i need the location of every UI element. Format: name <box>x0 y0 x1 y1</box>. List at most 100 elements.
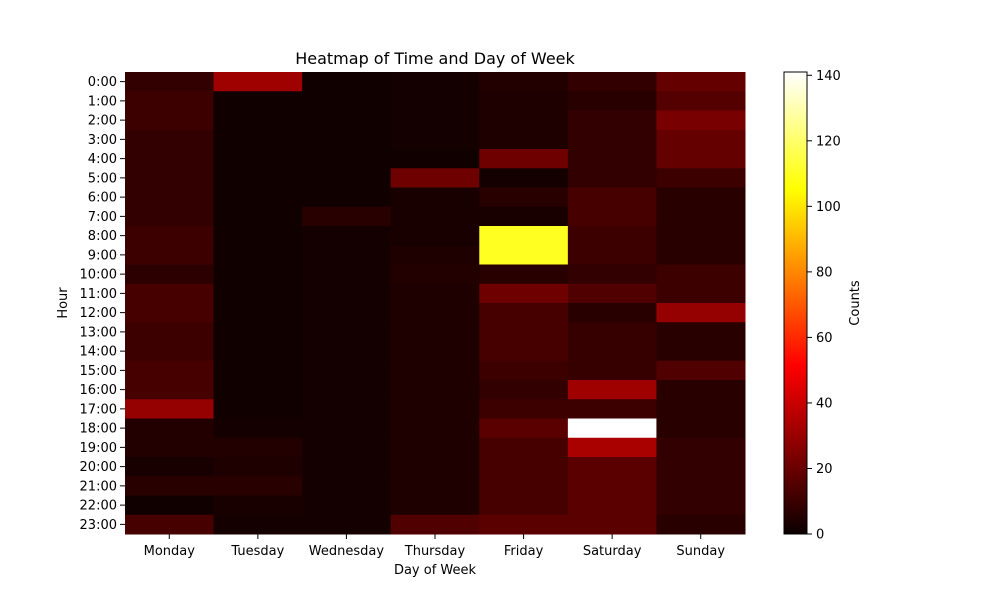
y-tick-label: 11:00 <box>80 287 117 302</box>
y-axis-ticks: 0:00 1:00 2:00 3:00 4:00 5:00 6:00 7:00 8:00 9:00… <box>80 75 125 533</box>
heatmap-cell <box>479 380 569 400</box>
y-tick-label: 9:00 <box>88 248 117 263</box>
heatmap-cell <box>656 168 746 188</box>
heatmap-cell <box>390 187 480 208</box>
heatmap-cell <box>302 514 392 535</box>
heatmap-cell <box>656 380 746 400</box>
heatmap-cell <box>125 380 215 400</box>
heatmap-cell <box>302 380 392 400</box>
heatmap-cell <box>567 476 657 496</box>
heatmap-cell <box>390 303 480 323</box>
heatmap-cell <box>390 149 480 169</box>
heatmap-cell <box>125 476 215 496</box>
heatmap-cell <box>567 72 657 92</box>
heatmap-cell <box>125 187 215 208</box>
heatmap-cell <box>125 303 215 323</box>
heatmap-cell <box>390 72 480 92</box>
colorbar <box>783 71 808 535</box>
heatmap-cell <box>656 437 746 458</box>
heatmap-cell <box>213 495 303 516</box>
heatmap-cell <box>302 399 392 419</box>
heatmap-cell <box>656 303 746 323</box>
heatmap-cell <box>390 245 480 265</box>
heatmap-cell <box>302 341 392 362</box>
heatmap-cell <box>390 129 480 150</box>
heatmap-cell <box>479 72 569 92</box>
heatmap-cell <box>213 399 303 419</box>
heatmap-cell <box>213 187 303 208</box>
heatmap-cell <box>213 149 303 169</box>
heatmap-cell <box>213 380 303 400</box>
y-tick-label: 6:00 <box>88 191 117 206</box>
heatmap-cell <box>302 72 392 92</box>
heatmap-cell <box>567 437 657 458</box>
heatmap-cell <box>302 91 392 111</box>
x-tick-label: Saturday <box>583 544 642 559</box>
heatmap-cell <box>213 72 303 92</box>
heatmap-cell <box>479 322 569 342</box>
x-tick-label: Monday <box>144 544 196 559</box>
heatmap-cell <box>567 245 657 265</box>
heatmap-cell <box>213 264 303 285</box>
heatmap-cell <box>390 437 480 458</box>
heatmap-cell <box>567 514 657 535</box>
y-tick-label: 4:00 <box>88 152 117 167</box>
heatmap-cell <box>302 457 392 477</box>
heatmap-cell <box>567 264 657 285</box>
heatmap-cell <box>479 514 569 535</box>
heatmap-cell <box>479 457 569 477</box>
heatmap-cell <box>390 226 480 246</box>
heatmap-cell <box>479 264 569 285</box>
heatmap-cell <box>656 91 746 111</box>
heatmap-cell <box>479 418 569 439</box>
heatmap-cell <box>302 418 392 439</box>
heatmap-cell <box>479 303 569 323</box>
y-tick-label: 17:00 <box>80 402 117 417</box>
heatmap-cell <box>125 283 215 304</box>
heatmap-cell <box>302 226 392 246</box>
heatmap-cell <box>125 129 215 150</box>
y-tick-label: 21:00 <box>80 479 117 494</box>
y-tick-label: 16:00 <box>80 383 117 398</box>
y-tick-label: 15:00 <box>80 364 117 379</box>
colorbar-tick-label: 0 <box>816 528 824 543</box>
y-tick-label: 1:00 <box>88 94 117 109</box>
y-tick-label: 23:00 <box>80 518 117 533</box>
heatmap-cells <box>125 72 746 535</box>
x-tick-label: Sunday <box>676 544 725 559</box>
heatmap-cell <box>479 206 569 227</box>
heatmap-cell <box>567 457 657 477</box>
heatmap-cell <box>213 283 303 304</box>
chart-title: Heatmap of Time and Day of Week <box>295 49 575 68</box>
y-tick-label: 19:00 <box>80 441 117 456</box>
colorbar-label: Counts <box>848 280 863 326</box>
heatmap-cell <box>302 437 392 458</box>
heatmap-cell <box>390 514 480 535</box>
heatmap-cell <box>656 129 746 150</box>
heatmap-cell <box>567 129 657 150</box>
heatmap-cell <box>390 264 480 285</box>
heatmap-cell <box>302 495 392 516</box>
heatmap-cell <box>125 110 215 131</box>
heatmap-cell <box>125 168 215 188</box>
y-tick-label: 8:00 <box>88 229 117 244</box>
heatmap-cell <box>302 187 392 208</box>
heatmap-cell <box>125 514 215 535</box>
heatmap-cell <box>567 303 657 323</box>
y-tick-label: 12:00 <box>80 306 117 321</box>
x-tick-label: Tuesday <box>230 544 284 559</box>
heatmap-cell <box>125 399 215 419</box>
heatmap-cell <box>390 283 480 304</box>
heatmap-cell <box>567 341 657 362</box>
y-tick-label: 7:00 <box>88 210 117 225</box>
heatmap-cell <box>656 283 746 304</box>
heatmap-cell <box>656 149 746 169</box>
heatmap-cell <box>125 322 215 342</box>
heatmap-cell <box>567 187 657 208</box>
heatmap-cell <box>125 245 215 265</box>
y-tick-label: 2:00 <box>88 114 117 129</box>
heatmap-cell <box>213 476 303 496</box>
heatmap-cell <box>390 476 480 496</box>
